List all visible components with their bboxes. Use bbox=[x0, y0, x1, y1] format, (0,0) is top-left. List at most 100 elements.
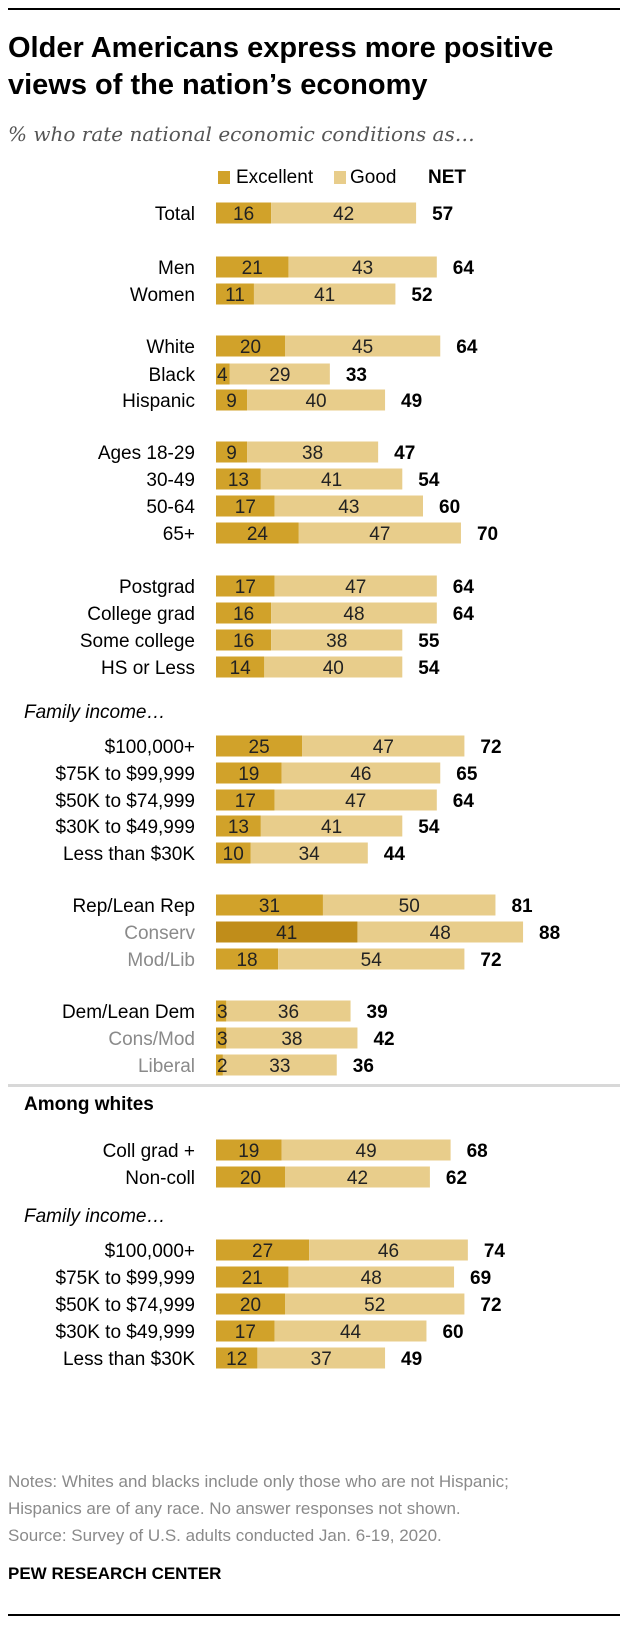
data-label-good: 40 bbox=[305, 391, 326, 412]
bar-good bbox=[260, 815, 403, 837]
bar-good bbox=[285, 1166, 430, 1188]
category-label: Total bbox=[155, 204, 195, 225]
bar-good bbox=[281, 1139, 451, 1161]
bar-good bbox=[250, 842, 368, 864]
bar-excellent bbox=[216, 363, 230, 385]
category-label: Women bbox=[130, 285, 195, 306]
bar-excellent bbox=[216, 894, 323, 916]
data-label-good: 34 bbox=[299, 844, 321, 865]
category-label: Dem/Lean Dem bbox=[62, 1002, 195, 1023]
legend-label-net: NET bbox=[428, 167, 466, 188]
category-label: Less than $30K bbox=[63, 1349, 195, 1370]
bar-excellent bbox=[216, 656, 265, 678]
bar-excellent bbox=[216, 735, 303, 757]
data-label-good: 52 bbox=[364, 1295, 385, 1316]
data-label-excellent: 13 bbox=[228, 817, 249, 838]
data-label-net: 47 bbox=[394, 443, 415, 464]
bar-good bbox=[264, 656, 403, 678]
category-label: $75K to $99,999 bbox=[56, 764, 195, 785]
bar-excellent bbox=[216, 575, 275, 597]
bar-good bbox=[222, 1054, 337, 1076]
category-label: $75K to $99,999 bbox=[56, 1268, 195, 1289]
bar-excellent bbox=[216, 1000, 227, 1022]
data-label-excellent: 20 bbox=[240, 1168, 261, 1189]
category-label: 50-64 bbox=[146, 497, 195, 518]
data-label-net: 74 bbox=[484, 1241, 506, 1262]
category-label: 30-49 bbox=[146, 470, 195, 491]
data-label-good: 50 bbox=[399, 896, 420, 917]
chart-subtitle: % who rate national economic conditions … bbox=[8, 122, 475, 146]
category-label: HS or Less bbox=[101, 658, 195, 679]
stacked-bar-chart: Excellent Good NET Family income… Among whit… bbox=[8, 167, 620, 1370]
notes-line-1: Notes: Whites and blacks include only th… bbox=[8, 1472, 509, 1491]
data-label-net: 44 bbox=[384, 844, 406, 865]
bar-excellent bbox=[216, 1266, 289, 1288]
category-label: Cons/Mod bbox=[108, 1029, 195, 1050]
bar-excellent bbox=[216, 522, 299, 544]
bar-good bbox=[322, 894, 496, 916]
bar-excellent bbox=[216, 202, 272, 224]
bar-good bbox=[285, 1293, 465, 1315]
bar-excellent bbox=[216, 1320, 275, 1342]
data-label-excellent: 3 bbox=[217, 1002, 228, 1023]
bar-excellent bbox=[216, 1027, 227, 1049]
bar-excellent bbox=[216, 468, 261, 490]
data-label-good: 48 bbox=[343, 604, 364, 625]
category-label: Rep/Lean Rep bbox=[72, 896, 195, 917]
data-label-good: 45 bbox=[352, 337, 373, 358]
data-label-good: 43 bbox=[352, 258, 373, 279]
data-label-net: 68 bbox=[467, 1141, 488, 1162]
data-label-net: 62 bbox=[446, 1168, 467, 1189]
data-label-good: 47 bbox=[369, 524, 390, 545]
data-label-good: 36 bbox=[278, 1002, 299, 1023]
bar-good bbox=[226, 1027, 358, 1049]
data-label-net: 64 bbox=[453, 577, 475, 598]
bar-good bbox=[281, 762, 441, 784]
data-label-excellent: 4 bbox=[217, 365, 228, 386]
group-header: Among whites bbox=[24, 1094, 154, 1115]
data-label-excellent: 16 bbox=[233, 631, 254, 652]
category-label: Ages 18-29 bbox=[98, 443, 195, 464]
category-label: Hispanic bbox=[122, 391, 195, 412]
bar-excellent bbox=[216, 629, 272, 651]
bar-good bbox=[298, 522, 461, 544]
bar-good bbox=[274, 575, 437, 597]
bar-excellent bbox=[216, 389, 248, 411]
bar-excellent bbox=[216, 789, 275, 811]
legend-swatch-good bbox=[334, 171, 346, 184]
data-label-excellent: 20 bbox=[240, 337, 261, 358]
chart-title: Older Americans express more positive vi… bbox=[8, 32, 554, 101]
bar-excellent bbox=[216, 1054, 223, 1076]
bar-excellent bbox=[216, 948, 279, 970]
bar-excellent bbox=[216, 1239, 310, 1261]
bar-good bbox=[278, 948, 465, 970]
data-label-net: 42 bbox=[373, 1029, 394, 1050]
data-label-excellent: 27 bbox=[252, 1241, 273, 1262]
data-label-excellent: 19 bbox=[238, 764, 259, 785]
bar-good bbox=[274, 789, 437, 811]
data-label-net: 39 bbox=[367, 1002, 388, 1023]
category-label: $100,000+ bbox=[105, 1241, 195, 1262]
category-label: Postgrad bbox=[119, 577, 195, 598]
data-label-net: 69 bbox=[470, 1268, 491, 1289]
bar-good bbox=[247, 389, 386, 411]
bottom-rule bbox=[8, 1614, 620, 1616]
data-label-net: 60 bbox=[442, 1322, 463, 1343]
data-label-net: 54 bbox=[418, 470, 440, 491]
bar-good bbox=[253, 283, 396, 305]
bar-excellent bbox=[216, 815, 261, 837]
data-label-excellent: 21 bbox=[242, 258, 263, 279]
data-label-good: 41 bbox=[321, 470, 342, 491]
data-label-good: 29 bbox=[269, 365, 290, 386]
data-label-net: 52 bbox=[411, 285, 432, 306]
top-rule bbox=[8, 8, 620, 10]
bar-good bbox=[226, 1000, 351, 1022]
legend-label-excellent: Excellent bbox=[236, 167, 314, 188]
data-label-excellent: 12 bbox=[226, 1349, 247, 1370]
data-label-net: 33 bbox=[346, 365, 367, 386]
data-label-good: 48 bbox=[361, 1268, 382, 1289]
data-label-excellent: 17 bbox=[235, 577, 256, 598]
bar-good bbox=[285, 335, 441, 357]
data-label-good: 41 bbox=[314, 285, 335, 306]
data-label-excellent: 2 bbox=[217, 1056, 228, 1077]
